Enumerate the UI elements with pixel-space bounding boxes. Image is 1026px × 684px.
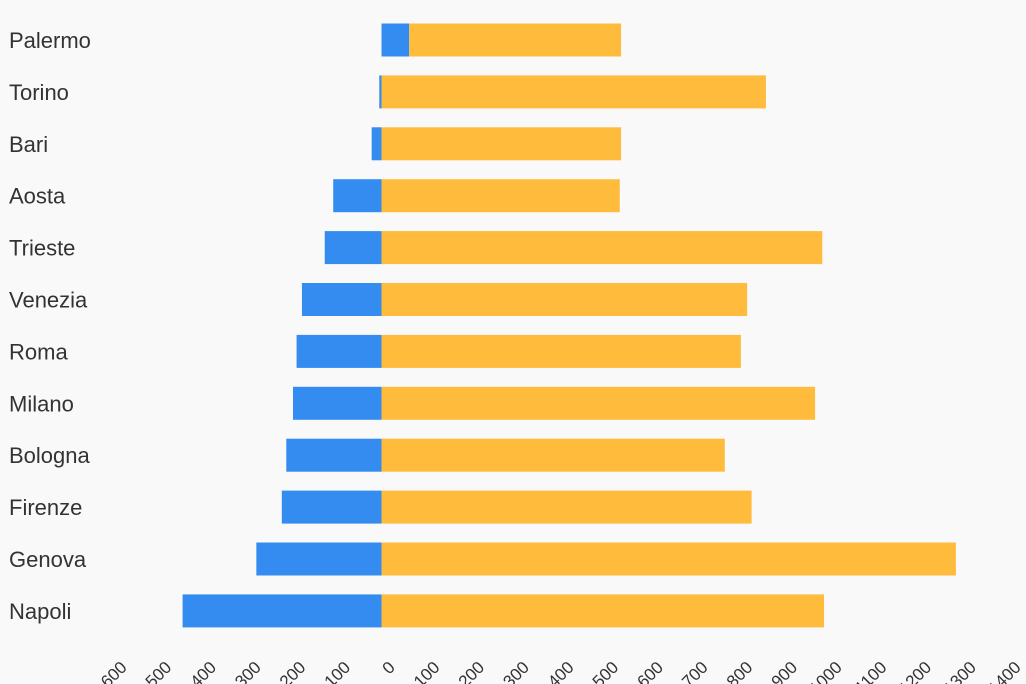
bar-bari-series-1 [371, 127, 382, 161]
bar-torino-series-2 [381, 75, 766, 109]
bar-napoli-series-2 [381, 594, 825, 628]
x-tick-label: 1000 [806, 658, 846, 684]
x-tick-label: -100 [317, 658, 354, 684]
bar-aosta-series-2 [381, 179, 620, 213]
bar-trieste-series-1 [324, 231, 382, 265]
x-tick-label: 1400 [984, 658, 1024, 684]
category-label-trieste: Trieste [9, 236, 75, 261]
x-tick-label: 400 [544, 658, 577, 684]
x-tick-label: -500 [138, 658, 175, 684]
x-tick-label: -300 [227, 658, 264, 684]
x-tick-label: -600 [93, 658, 130, 684]
x-tick-label: 100 [410, 658, 443, 684]
bar-genova-series-1 [256, 542, 382, 576]
x-tick-label: 900 [768, 658, 801, 684]
bar-venezia-series-1 [301, 283, 382, 316]
category-labels-group: Palermo Torino Bari Aosta Trieste Venezia Roma… [9, 28, 91, 624]
x-tick-label: 1200 [895, 658, 935, 684]
category-label-palermo: Palermo [9, 28, 91, 53]
x-tick-label: -200 [272, 658, 309, 684]
bar-milano-series-1 [292, 386, 382, 420]
bar-palermo-series-2 [409, 23, 622, 57]
bar-bologna-series-1 [286, 438, 382, 472]
x-tick-label: 300 [499, 658, 532, 684]
category-label-venezia: Venezia [9, 288, 88, 313]
x-tick-label: -400 [183, 658, 220, 684]
bar-milano-series-2 [381, 386, 816, 420]
bar-torino-series-1 [379, 75, 382, 109]
x-tick-label: 1100 [851, 658, 890, 684]
bar-napoli-series-1 [182, 594, 382, 628]
category-label-roma: Roma [9, 339, 68, 364]
category-label-bologna: Bologna [9, 443, 91, 468]
x-tick-label: 700 [678, 658, 711, 684]
category-label-torino: Torino [9, 80, 69, 105]
x-tick-label: 600 [634, 658, 667, 684]
category-label-napoli: Napoli [9, 599, 71, 624]
bars-group [182, 23, 956, 628]
bar-roma-series-2 [381, 334, 741, 368]
bar-roma-series-1 [296, 334, 382, 368]
bar-bologna-series-2 [381, 438, 725, 472]
category-label-genova: Genova [9, 547, 87, 572]
category-label-milano: Milano [9, 391, 74, 416]
category-label-firenze: Firenze [9, 495, 82, 520]
category-label-bari: Bari [9, 132, 48, 157]
x-tick-label: 1300 [940, 658, 980, 684]
bar-trieste-series-2 [381, 231, 823, 265]
category-label-aosta: Aosta [9, 184, 66, 209]
x-tick-label: 800 [723, 658, 756, 684]
bar-aosta-series-1 [333, 179, 382, 213]
x-tick-labels-group: -600 -500 -400 -300 -200 -100 0 100 200 300 400 500… [93, 658, 1024, 684]
bar-bari-series-2 [381, 127, 622, 161]
x-tick-label: 0 [379, 658, 399, 678]
bar-venezia-series-2 [381, 283, 748, 316]
x-tick-label: 200 [455, 658, 488, 684]
bar-genova-series-2 [381, 542, 956, 576]
bar-firenze-series-2 [381, 490, 752, 524]
x-tick-label: 500 [589, 658, 622, 684]
bar-palermo-series-1 [381, 23, 410, 57]
bar-firenze-series-1 [281, 490, 382, 524]
